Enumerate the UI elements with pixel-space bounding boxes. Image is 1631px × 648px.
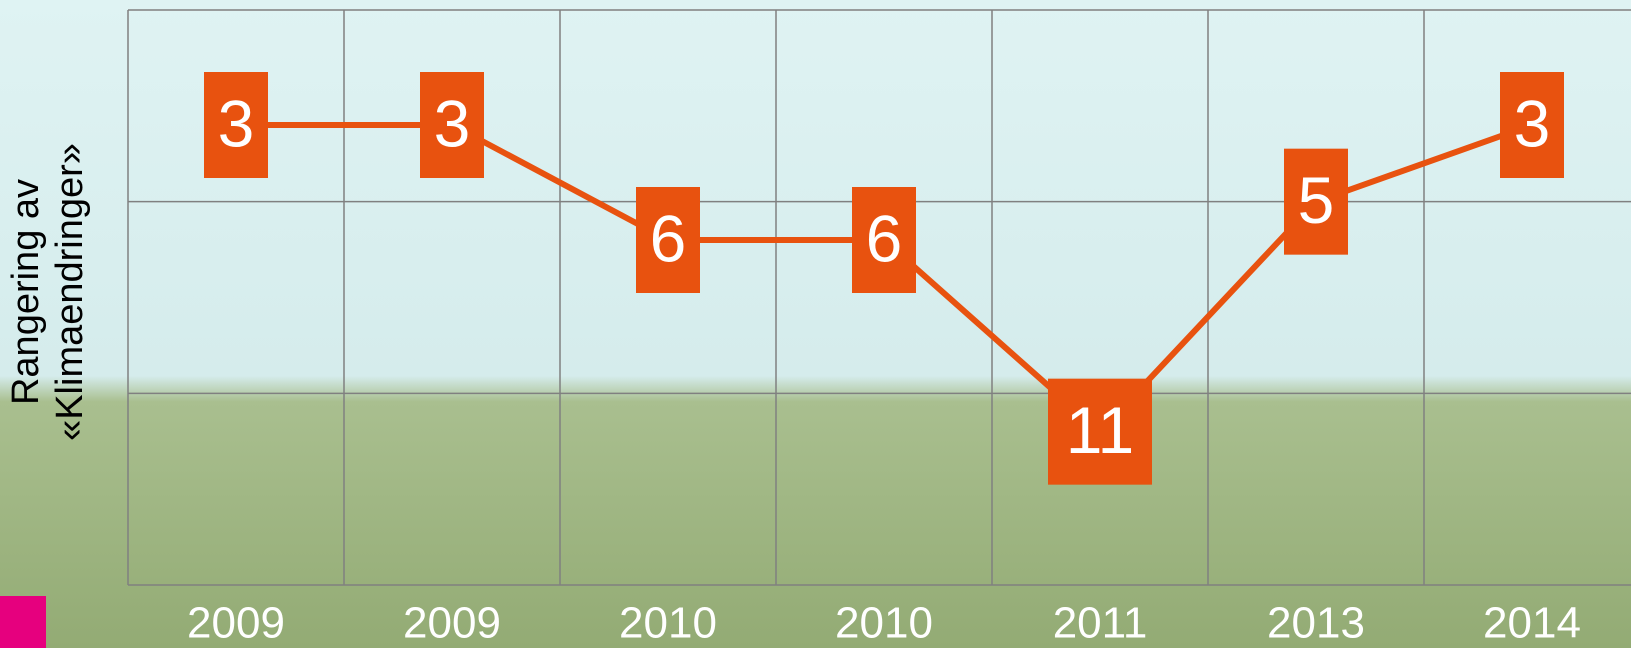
x-tick-label: 2010 [835,599,933,648]
y-axis-label: Rangering av«Klimaendringer» [5,143,91,441]
accent-square [0,596,46,648]
data-point: 6 [636,187,700,293]
x-tick-label: 2014 [1483,599,1581,648]
data-label: 3 [1514,86,1551,160]
data-label-box [852,187,916,293]
data-label-box [420,72,484,178]
data-label-box [1284,148,1348,255]
data-label: 11 [1066,393,1135,467]
data-point: 3 [204,72,268,178]
data-point: 5 [1284,148,1348,255]
data-label-box [1500,72,1564,178]
data-label-box [204,72,268,178]
x-tick-label: 2009 [403,599,501,648]
data-label-box [1048,378,1152,485]
data-label: 3 [434,86,471,160]
data-label-box [636,187,700,293]
data-point: 11 [1048,378,1152,485]
data-label: 6 [866,201,903,275]
data-label: 3 [218,86,255,160]
data-label: 5 [1298,163,1335,237]
x-tick-label: 2009 [187,599,285,648]
x-tick-label: 2011 [1053,599,1148,648]
x-tick-label: 2013 [1267,599,1365,648]
data-point: 6 [852,187,916,293]
x-tick-label: 2010 [619,599,717,648]
data-point: 3 [1500,72,1564,178]
data-point: 3 [420,72,484,178]
data-label: 6 [650,201,687,275]
